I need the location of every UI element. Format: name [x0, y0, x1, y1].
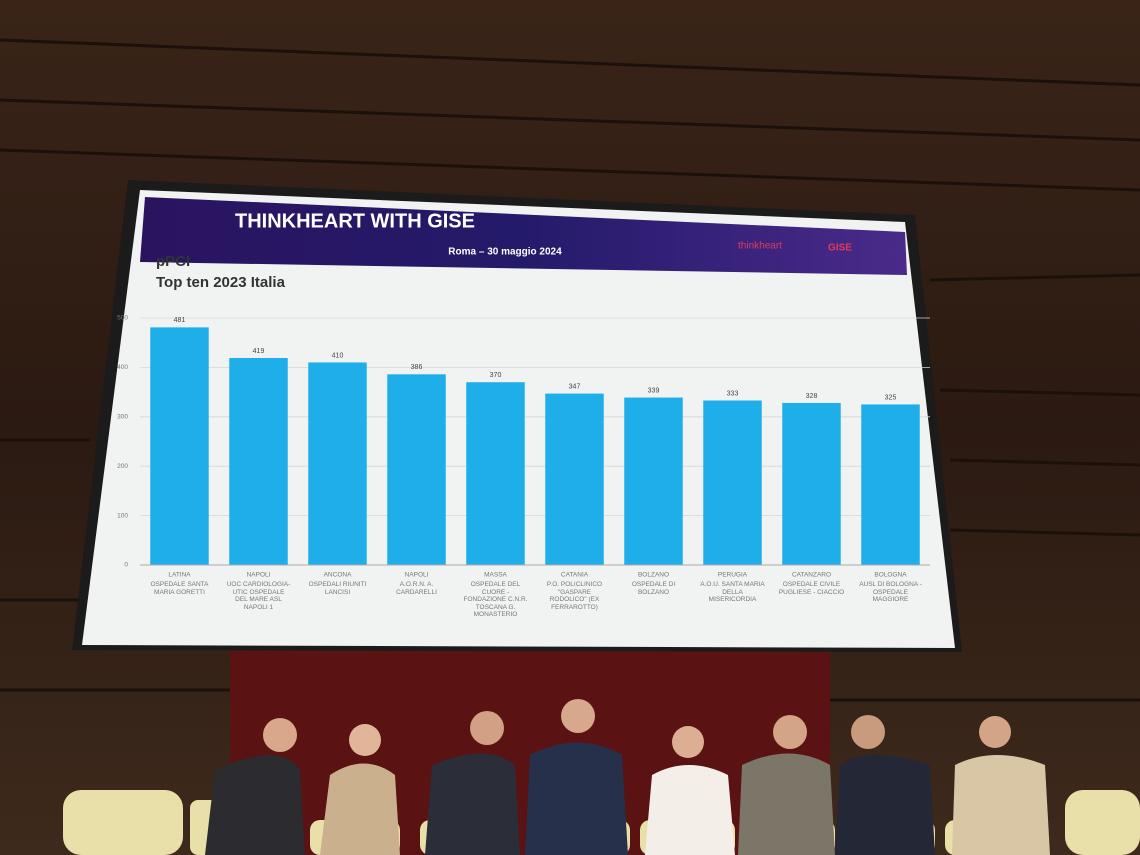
hospital-label: A.O.U. SANTA MARIA DELLA MISERICORDIA [700, 581, 765, 603]
hospital-label: A.O.R.N. A. CARDARELLI [396, 581, 437, 596]
bar [229, 358, 288, 565]
hospital-label: OSPEDALE DI BOLZANO [631, 581, 676, 596]
bar [545, 393, 604, 565]
y-tick-label: 300 [117, 414, 128, 421]
bar [466, 382, 525, 565]
bar [308, 362, 367, 565]
y-tick-label: 0 [124, 562, 128, 569]
value-label: 386 [411, 364, 423, 371]
hospital-label: UOC CARDIOLOGIA-UTIC OSPEDALE DEL MARE A… [226, 581, 291, 611]
hospital-label: P.O. POLICLINICO "GASPARE RODOLICO" (EX … [546, 581, 603, 611]
hospital-label: OSPEDALE SANTA MARIA GORETTI [150, 581, 209, 596]
people [205, 699, 1050, 855]
x-tick-label: LATINA [168, 572, 191, 579]
chart: 0 100 200 300 400 500 481 LATINA 419 NAPOLI 410 ANC… [117, 315, 930, 579]
value-label: 419 [253, 348, 265, 355]
hospital-label: OSPEDALE CIVILE PUGLIESE - CIACCIO [778, 581, 845, 596]
bar [387, 374, 446, 565]
chart-title: pPCI [156, 253, 190, 270]
chart-subtitle: Top ten 2023 Italia [156, 274, 286, 291]
x-tick-label: NAPOLI [247, 572, 271, 579]
value-label: 333 [727, 390, 739, 397]
banner-subtitle: Roma – 30 maggio 2024 [448, 247, 562, 258]
wall-panels [0, 38, 1140, 702]
x-tick-label: CATANZARO [792, 572, 831, 579]
y-tick-label: 200 [117, 463, 128, 470]
hospital-label: AUSL DI BOLOGNA - OSPEDALE MAGGIORE [859, 581, 922, 603]
y-tick-label: 500 [117, 315, 128, 322]
bar [703, 400, 762, 565]
value-label: 347 [569, 383, 581, 390]
panel [63, 699, 1140, 855]
x-tick-label: BOLZANO [638, 572, 669, 579]
logo: thinkheart [738, 241, 782, 252]
y-tick-label: 100 [117, 512, 128, 519]
y-tick-label: 400 [117, 364, 128, 371]
hospital-label: OSPEDALE DEL CUORE - FONDAZIONE C.N.R. T… [463, 581, 528, 618]
bar [150, 327, 209, 565]
value-label: 370 [490, 372, 502, 379]
value-label: 481 [174, 317, 186, 324]
logo: GISE [828, 243, 852, 254]
x-tick-label: PERUGIA [718, 572, 748, 579]
value-label: 325 [885, 394, 897, 401]
x-tick-label: ANCONA [324, 572, 352, 579]
x-tick-label: CATANIA [561, 572, 589, 579]
bar [782, 402, 841, 565]
bar [624, 397, 683, 565]
x-tick-label: NAPOLI [405, 572, 429, 579]
value-label: 328 [806, 393, 818, 400]
banner-title: THINKHEART WITH GISE [235, 210, 475, 232]
banner [140, 197, 907, 275]
hospital-label: OSPEDALI RIUNITI LANCISI [308, 581, 367, 596]
x-tick-label: BOLOGNA [874, 572, 907, 579]
bar [861, 404, 920, 565]
x-tick-label: MASSA [484, 572, 507, 579]
value-label: 410 [332, 352, 344, 359]
value-label: 339 [648, 387, 660, 394]
